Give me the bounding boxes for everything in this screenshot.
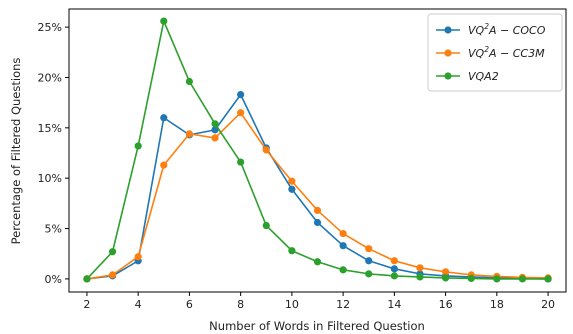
- y-tick-label: 25%: [38, 21, 62, 34]
- data-point: [185, 77, 194, 86]
- legend-entry-label: VQ2A − CC3M: [468, 45, 545, 60]
- data-point: [390, 272, 398, 280]
- data-point: [262, 221, 270, 230]
- axis-layer: 2 4 6 8 10 12 14 16 18 20 0% 5% 10% 15% 20% 25%: [38, 21, 556, 311]
- x-tick-label: 14: [387, 298, 401, 311]
- data-point: [441, 274, 450, 282]
- data-point: [467, 274, 475, 283]
- data-point: [544, 275, 552, 283]
- y-tick-label: 0%: [45, 273, 62, 286]
- data-point: [134, 142, 142, 150]
- data-point: [518, 275, 527, 283]
- data-point: [390, 257, 398, 265]
- data-point: [185, 130, 194, 138]
- data-point: [493, 275, 501, 283]
- data-point: [365, 270, 373, 278]
- data-point: [339, 229, 347, 238]
- data-point: [160, 161, 168, 169]
- data-point: [237, 91, 245, 99]
- data-point: [160, 17, 168, 25]
- data-point: [160, 114, 168, 122]
- plot-frame: [68, 8, 567, 293]
- data-point: [134, 253, 142, 261]
- data-point: [288, 247, 296, 255]
- data-point: [211, 134, 219, 142]
- x-tick-label: 18: [490, 298, 504, 311]
- data-point: [237, 109, 245, 117]
- y-tick-label: 10%: [38, 172, 62, 185]
- data-point: [416, 273, 424, 281]
- data-point: [339, 242, 347, 250]
- data-point: [211, 120, 219, 128]
- data-point: [108, 271, 117, 279]
- y-tick-label: 5%: [45, 223, 62, 236]
- x-tick-label: 20: [541, 298, 555, 311]
- x-tick-label: 2: [83, 298, 90, 311]
- legend-entry-label: VQA2: [468, 70, 499, 83]
- series-vqa2: [83, 17, 552, 283]
- series-layer: [83, 17, 552, 283]
- data-point: [313, 258, 322, 266]
- y-tick-label: 20%: [38, 71, 62, 84]
- data-point: [339, 266, 347, 274]
- data-point: [441, 268, 450, 276]
- data-point: [313, 206, 322, 215]
- data-point: [416, 264, 424, 272]
- x-tick-label: 4: [135, 298, 142, 311]
- legend: VQ2A − COCO VQ2A − CC3M VQA2: [427, 13, 563, 92]
- data-point: [365, 245, 373, 253]
- x-tick-label: 10: [285, 298, 299, 311]
- legend-marker: [444, 26, 452, 34]
- y-tick-label: 15%: [38, 122, 62, 135]
- data-point: [211, 126, 219, 134]
- data-point: [83, 275, 91, 283]
- data-point: [313, 218, 322, 227]
- legend-entry-label: VQ2A − COCO: [468, 22, 546, 37]
- x-tick-label: 16: [439, 298, 453, 311]
- legend-box: [427, 13, 563, 92]
- data-point: [365, 257, 373, 265]
- data-point: [108, 248, 117, 256]
- x-tick-label: 12: [336, 298, 350, 311]
- y-axis-label: Percentage of Filtered Questions: [9, 58, 23, 245]
- legend-marker: [444, 49, 452, 57]
- data-point: [288, 185, 296, 193]
- legend-marker: [444, 72, 452, 80]
- x-tick-label: 6: [186, 298, 193, 311]
- data-point: [237, 158, 245, 166]
- x-axis-label: Number of Words in Filtered Question: [209, 319, 425, 333]
- x-tick-label: 8: [237, 298, 244, 311]
- data-point: [390, 265, 398, 273]
- data-point: [262, 146, 270, 154]
- data-point: [288, 177, 296, 185]
